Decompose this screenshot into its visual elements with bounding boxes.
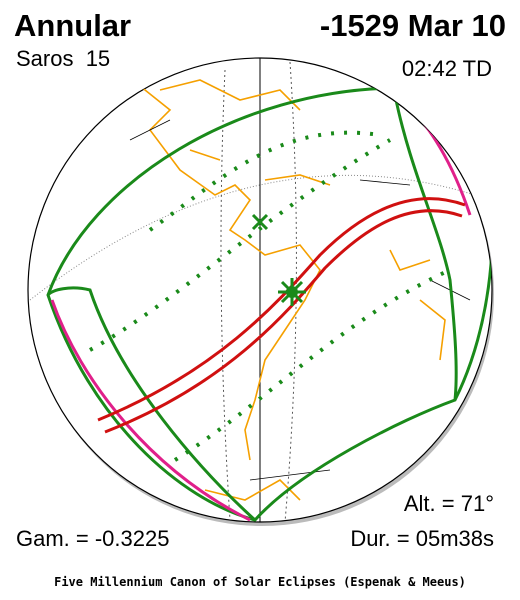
map-layers — [29, 58, 492, 522]
rise-set-curve — [393, 94, 458, 401]
rise-set-curve — [46, 286, 257, 522]
central-path-north — [97, 197, 466, 422]
max-eclipse-curve — [50, 299, 251, 522]
dotted-limits — [89, 130, 451, 462]
eclipse-type: Annular — [14, 8, 132, 43]
saros: Saros 15 — [16, 46, 111, 71]
graticule — [220, 69, 231, 521]
central-path-south — [104, 209, 463, 434]
penumbra-limit — [46, 86, 492, 522]
greatest-eclipse-mark — [251, 213, 269, 231]
footer: Five Millennium Canon of Solar Eclipses … — [54, 575, 466, 589]
time: 02:42 TD — [401, 56, 492, 81]
gamma: Gam. = -0.3225 — [16, 526, 170, 551]
duration: Dur. = 05m38s — [350, 526, 494, 551]
sub-solar-dot — [286, 286, 298, 298]
altitude: Alt. = 71° — [403, 491, 494, 516]
eclipse-date: -1529 Mar 10 — [319, 8, 506, 43]
coastline — [119, 69, 446, 501]
